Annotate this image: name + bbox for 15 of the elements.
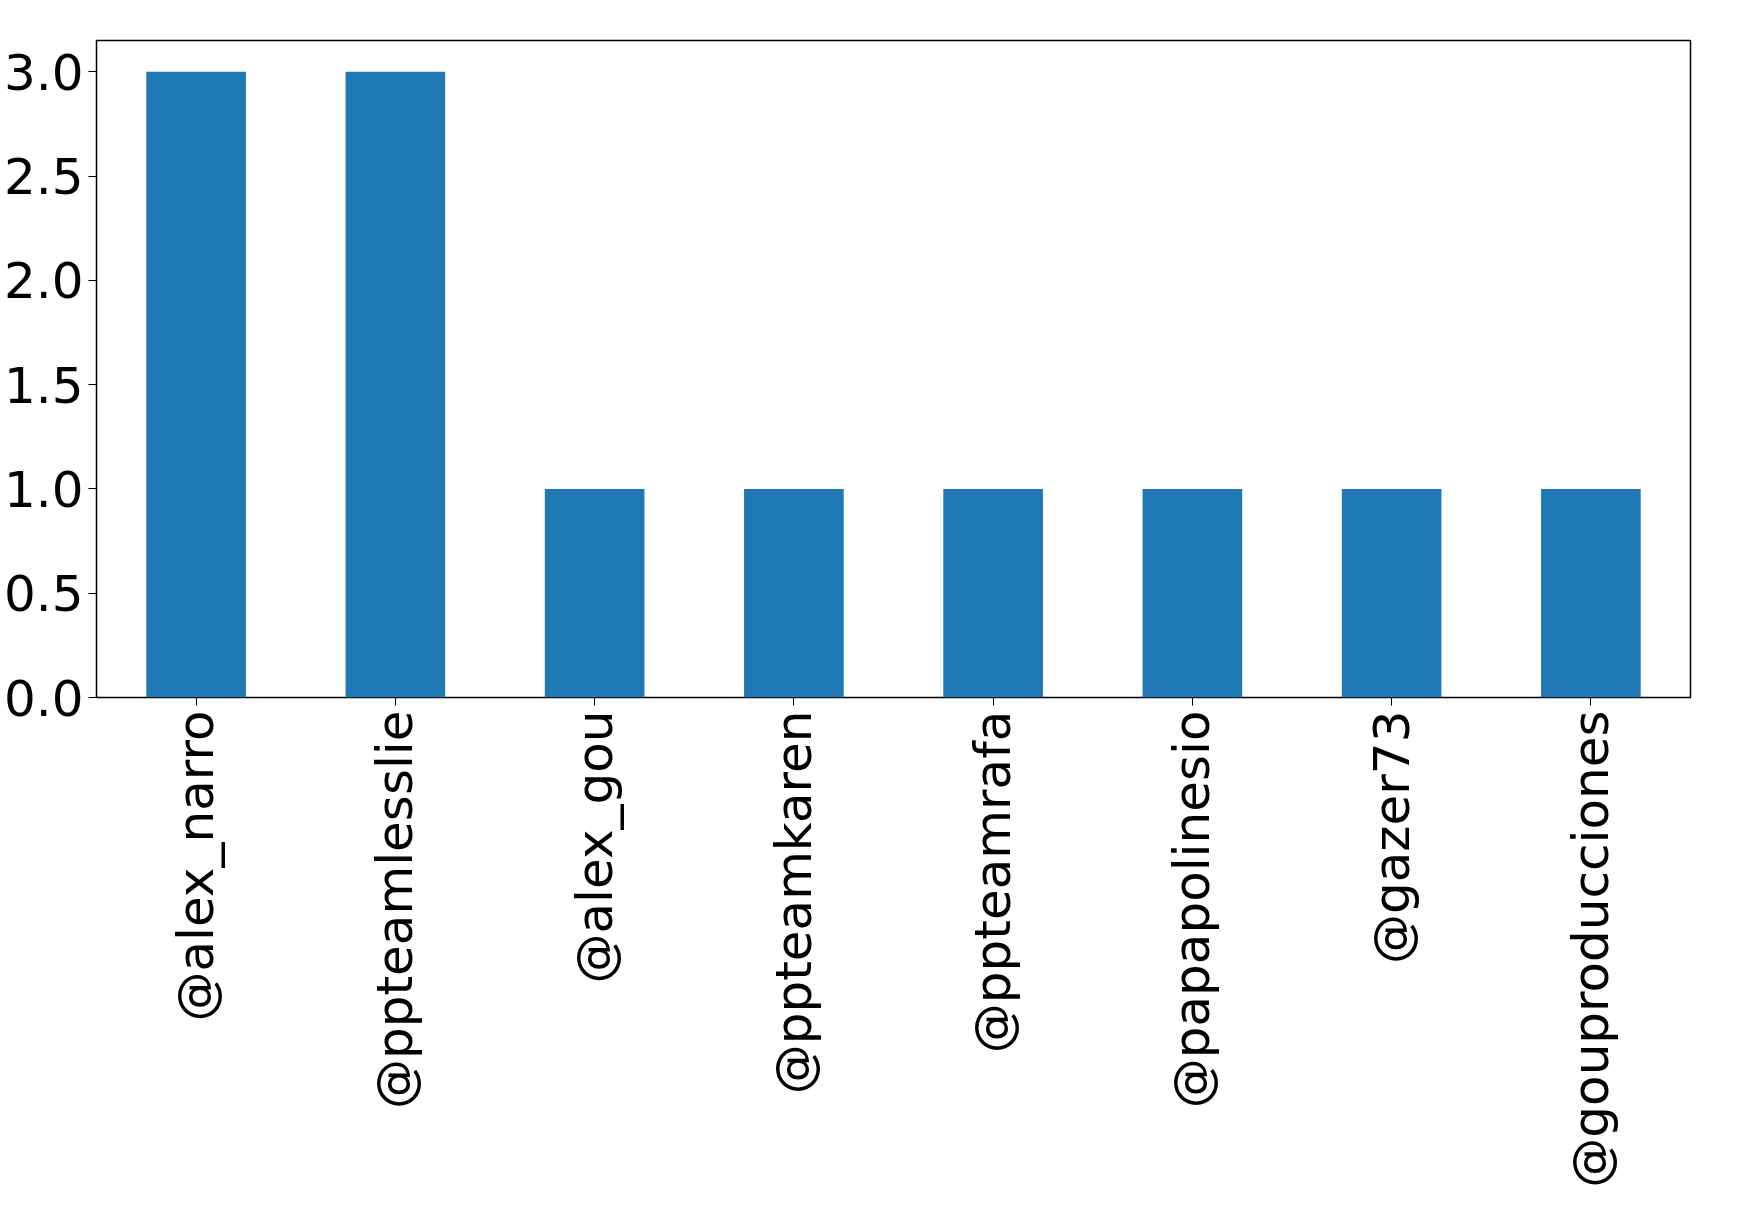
y-tick-label: 2.0: [3, 252, 84, 311]
y-tick-label: 0.5: [3, 565, 84, 624]
y-tick-label: 1.5: [3, 356, 84, 415]
x-tick-label: @alex_narro: [167, 710, 226, 1022]
y-tick-label: 2.5: [3, 148, 84, 207]
x-tick-label: @ppteamlesslie: [366, 710, 425, 1109]
x-tick-label: @gouproducciones: [1561, 710, 1620, 1188]
x-tick-label: @ppteamkaren: [764, 710, 823, 1095]
x-tick-label: @alex_gou: [565, 710, 624, 984]
x-tick-label: @ppteamrafa: [964, 710, 1023, 1054]
y-tick-label: 1.0: [3, 460, 84, 519]
x-tick-label: @papapolinesio: [1163, 710, 1222, 1109]
y-tick-label: 0.0: [3, 669, 84, 728]
x-tick-label: @gazer73: [1362, 710, 1421, 965]
y-tick-label: 3.0: [3, 43, 84, 102]
